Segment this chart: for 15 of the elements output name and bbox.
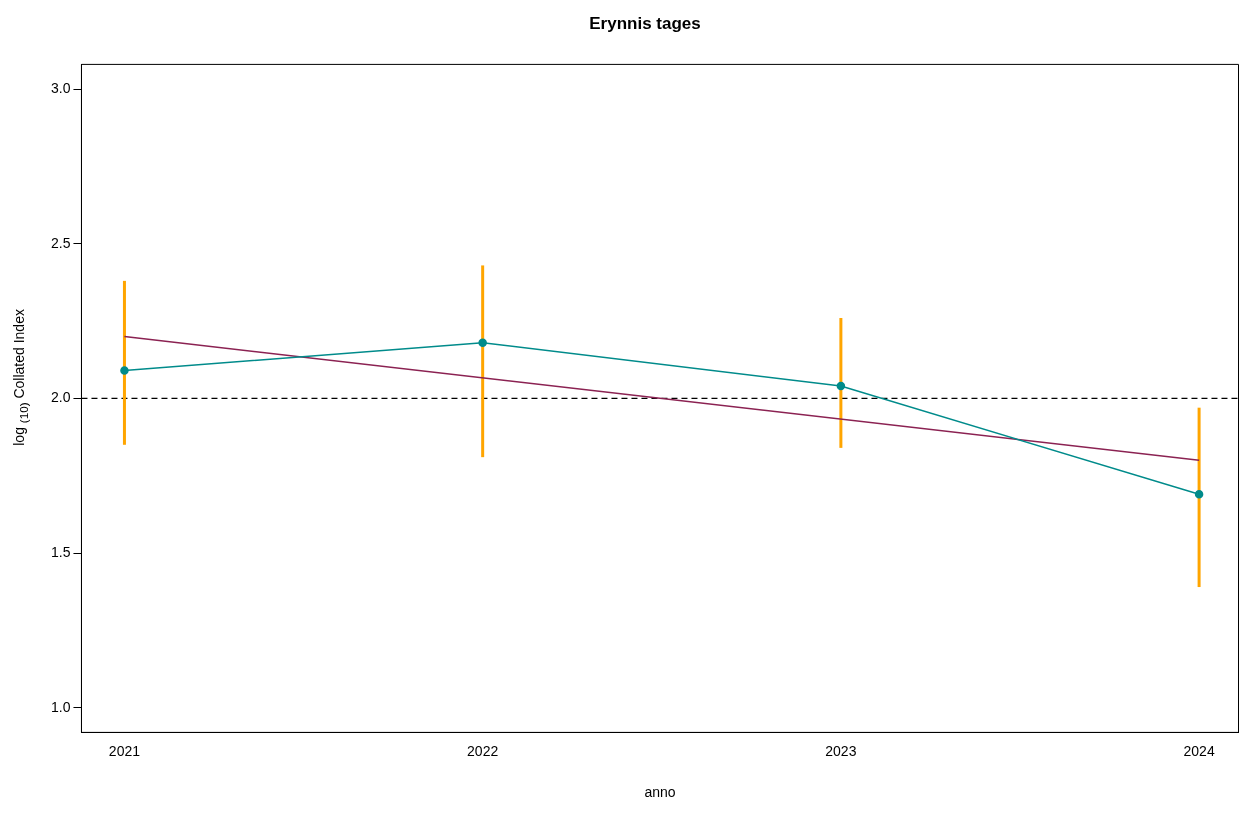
x-tick-label: 2022: [467, 742, 499, 759]
x-tick-label: 2021: [108, 742, 141, 759]
point: [836, 381, 846, 391]
x-tick-label: 2023: [825, 742, 857, 759]
point: [120, 366, 129, 375]
y-tick-label: 1.5: [50, 543, 71, 560]
y-tick-label: 3.0: [50, 80, 71, 96]
x-axis-title: anno: [644, 784, 676, 801]
point: [1194, 490, 1204, 499]
y-tick-label: 2.0: [50, 389, 71, 406]
chart-title: Erynnis tages: [589, 13, 701, 33]
point: [478, 338, 487, 347]
y-tick-label: 1.0: [50, 698, 71, 715]
y-tick-label: 2.5: [50, 234, 71, 251]
x-tick-label: 2024: [1183, 742, 1215, 759]
